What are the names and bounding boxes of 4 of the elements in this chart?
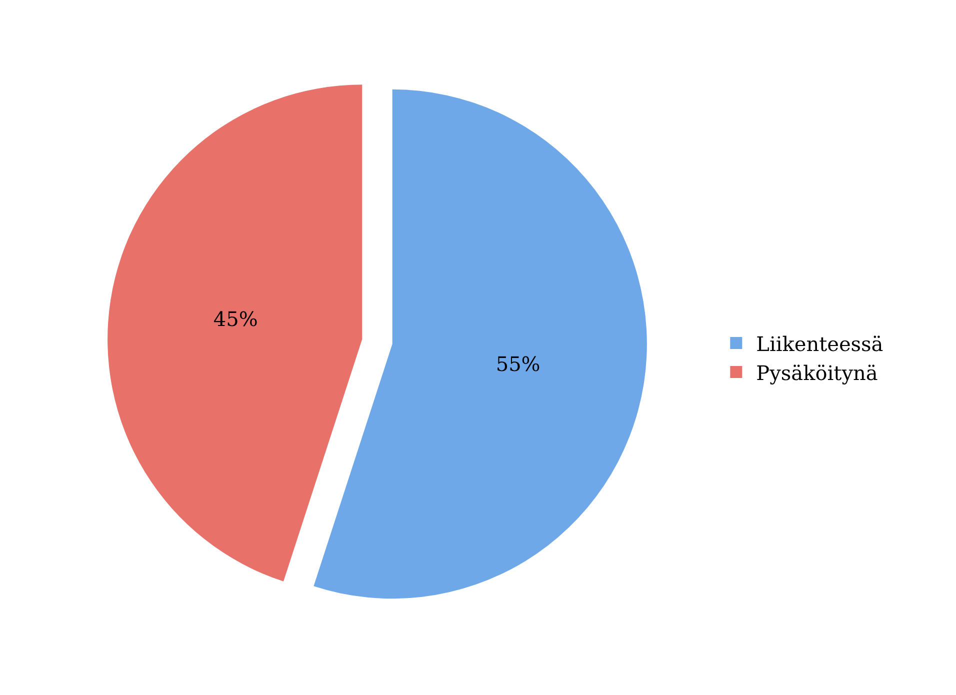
legend-label: Liikenteessä xyxy=(756,332,884,356)
data-label: 45% xyxy=(213,307,258,332)
legend-label: Pysäköitynä xyxy=(756,360,878,385)
data-label: 55% xyxy=(496,352,540,376)
